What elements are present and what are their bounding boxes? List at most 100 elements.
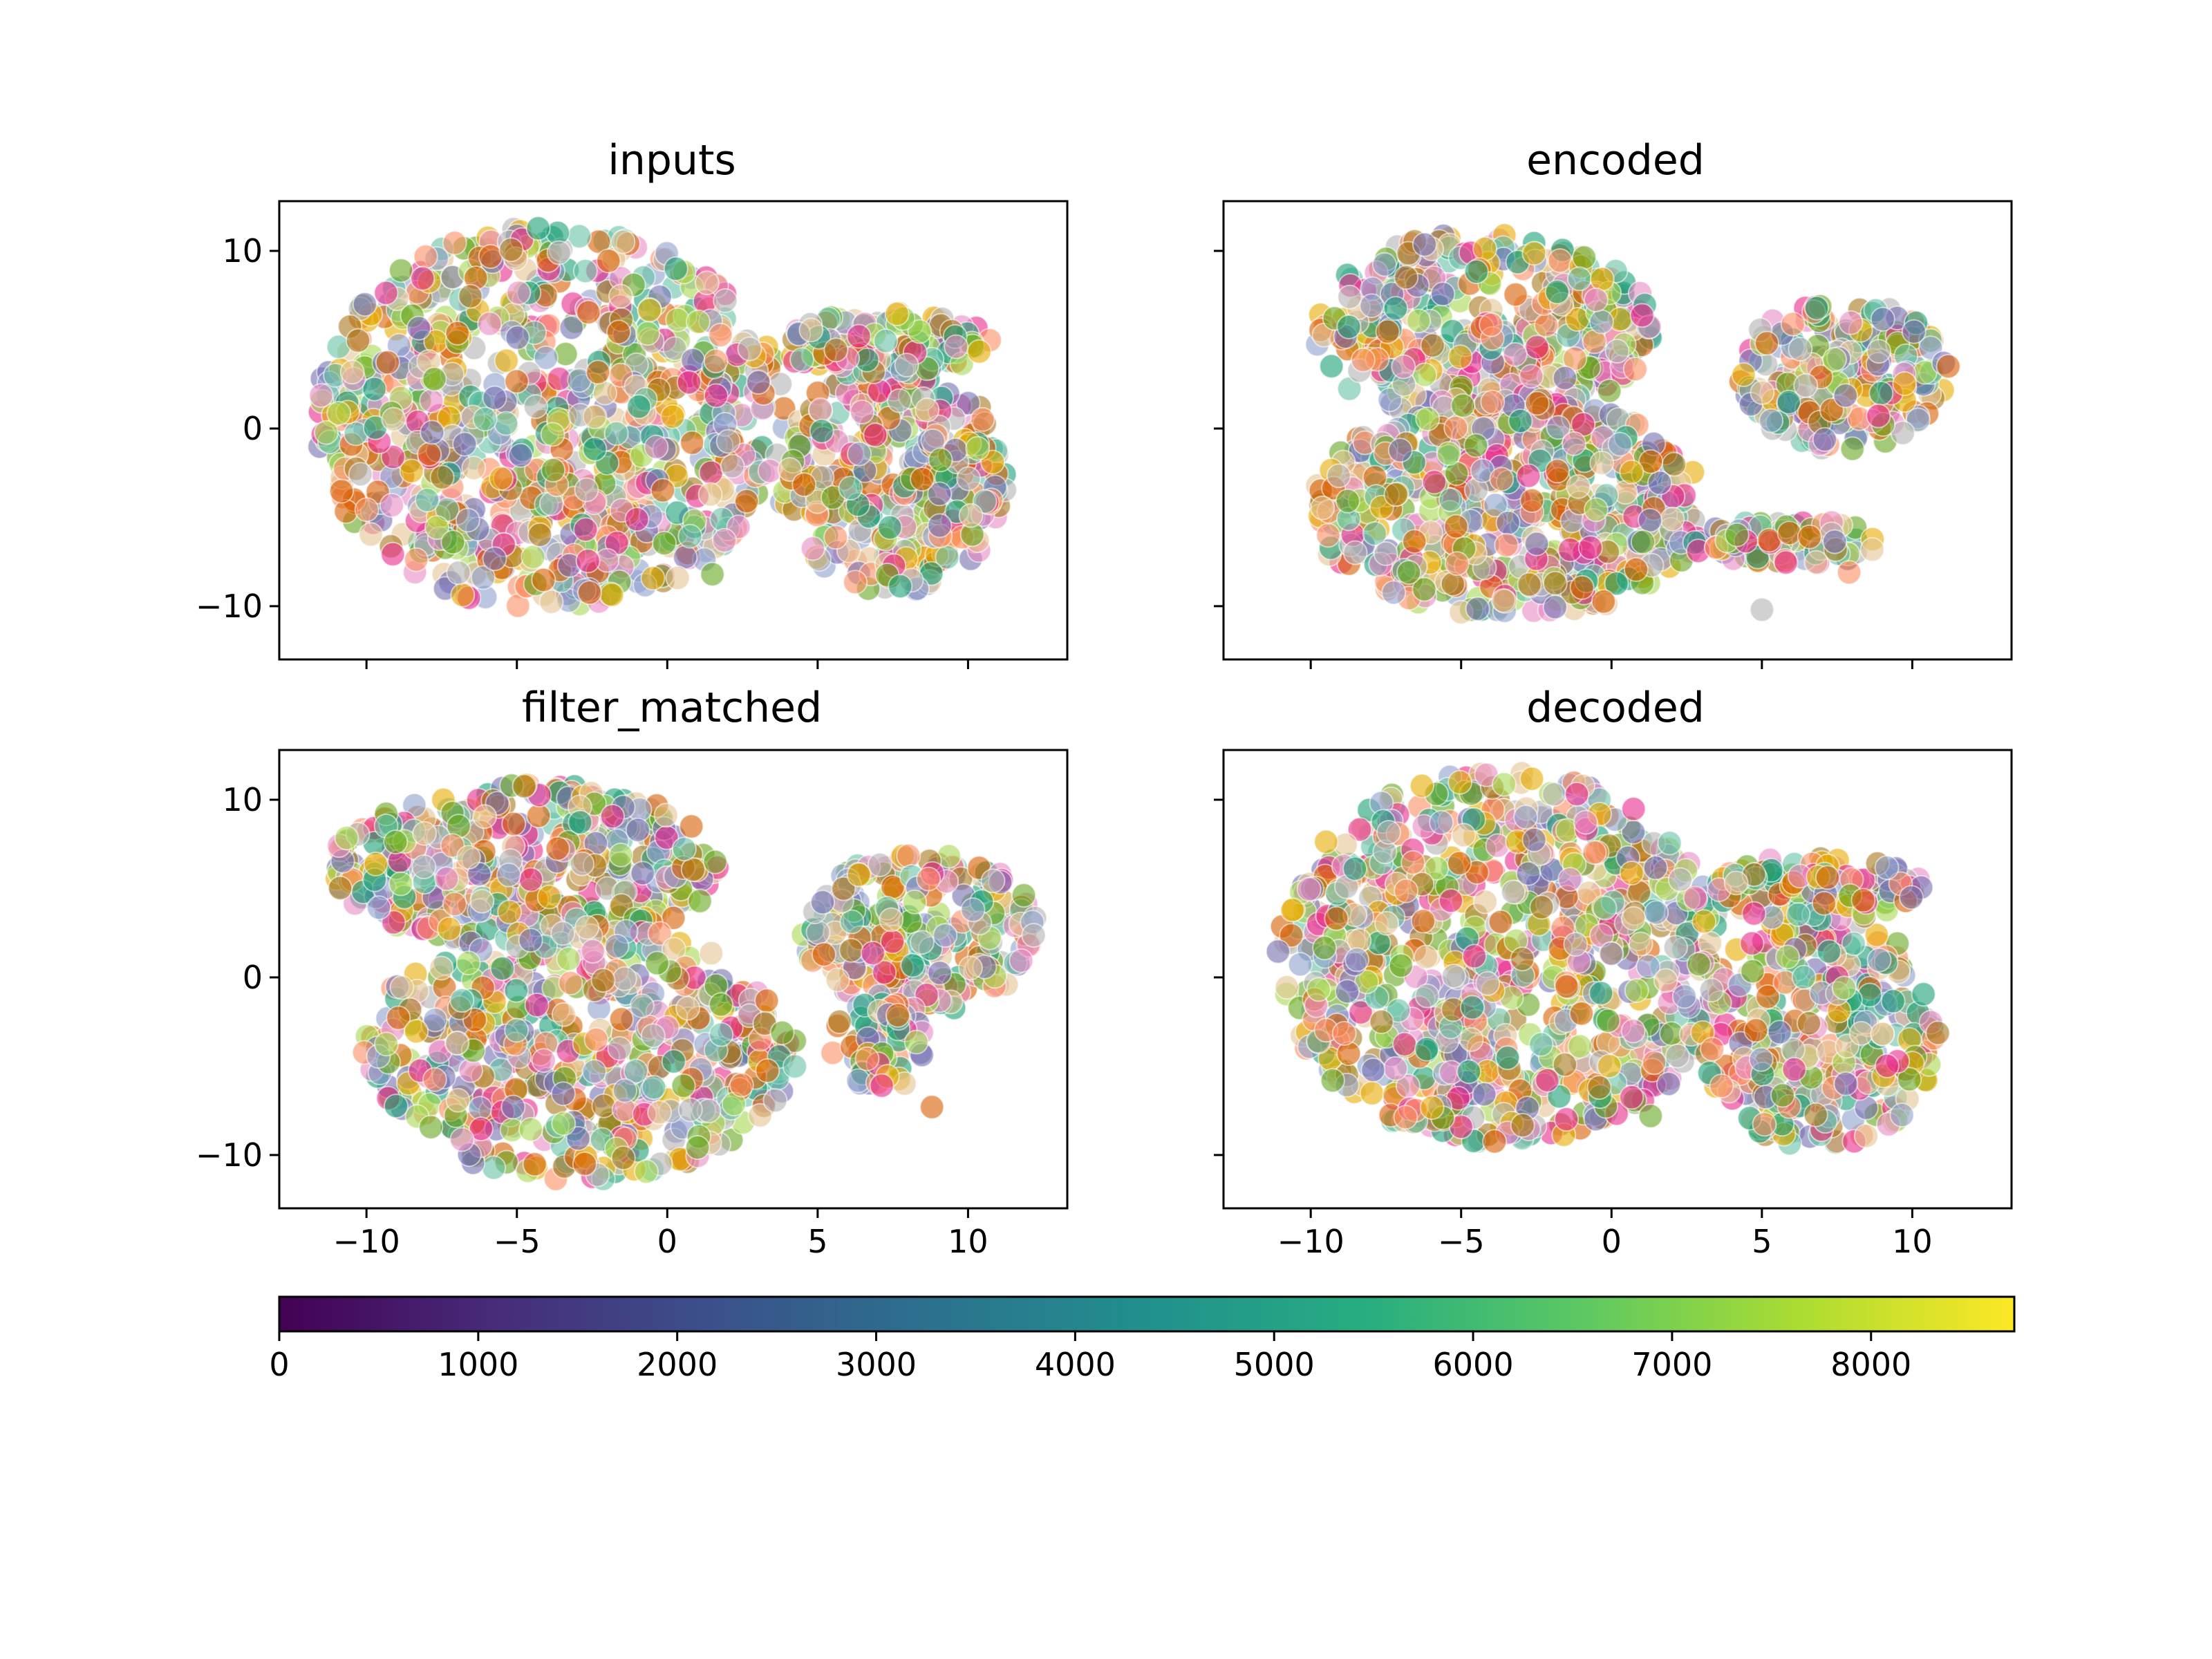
scatter-point (458, 283, 483, 309)
scatter-point (388, 871, 413, 897)
scatter-point (388, 258, 414, 283)
panel-decoded: decoded −10 −5 0 5 10 (1214, 684, 2013, 1260)
scatter-point (1387, 438, 1413, 463)
scatter-point (1335, 488, 1360, 514)
scatter-point (1510, 946, 1535, 972)
scatter-point (518, 1116, 543, 1142)
scatter-point (612, 1078, 638, 1103)
scatter-point (927, 513, 953, 538)
scatter-point (1642, 1050, 1667, 1076)
scatter-point (907, 319, 932, 344)
scatter-point (381, 406, 406, 432)
scatter-point (910, 930, 935, 955)
y-tick-label-inputs: 10 (222, 232, 263, 270)
scatter-point (640, 1023, 666, 1049)
scatter-point (863, 422, 888, 448)
scatter-point (1280, 897, 1305, 923)
scatter-point (1381, 580, 1407, 606)
scatter-point (1568, 1001, 1594, 1027)
scatter-point (1589, 266, 1615, 292)
scatter-point (501, 811, 527, 836)
scatter-point (1562, 431, 1586, 456)
scatter-point (1564, 781, 1590, 807)
scatter-point (662, 336, 688, 362)
scatter-point (1447, 850, 1472, 876)
scatter-point (1638, 449, 1664, 474)
scatter-point (807, 397, 833, 422)
scatter-point (1374, 910, 1399, 936)
scatter-point (1472, 236, 1498, 261)
scatter-point (1383, 296, 1409, 321)
panel-title-filter-matched: filter_matched (522, 684, 822, 732)
scatter-point (661, 1049, 686, 1074)
scatter-point (1491, 771, 1517, 797)
scatter-point (546, 240, 572, 265)
scatter-point (888, 574, 913, 599)
scatter-point (1524, 391, 1550, 416)
scatter-point (1319, 353, 1344, 379)
scatter-point (713, 288, 738, 313)
scatter-point (1660, 506, 1685, 532)
x-tick-label-filter-matched: 10 (948, 1223, 988, 1260)
scatter-point (444, 320, 470, 346)
scatter-point (1534, 312, 1559, 338)
scatter-point (308, 383, 334, 409)
scatter-point (384, 1094, 409, 1119)
scatter-point (1546, 415, 1571, 440)
scatter-point (1547, 248, 1573, 273)
scatter-point (1780, 311, 1806, 337)
scatter-point (1279, 923, 1304, 948)
scatter-point (1440, 571, 1465, 597)
scatter-point (446, 560, 471, 585)
scatter-point (956, 466, 982, 491)
scatter-point (1377, 387, 1403, 413)
scatter-point (1521, 241, 1547, 266)
scatter-point (1288, 952, 1313, 977)
scatter-point (680, 348, 706, 373)
scatter-point (966, 339, 992, 364)
scatter-point (1296, 877, 1322, 902)
scatter-point (869, 1073, 894, 1098)
scatter-point (1438, 888, 1463, 913)
x-tick-label-filter-matched: −10 (333, 1223, 400, 1260)
scatter-point (1415, 406, 1441, 431)
scatter-point (1371, 252, 1397, 277)
scatter-point (1777, 521, 1802, 546)
scatter-point (1804, 295, 1830, 321)
scatter-point (422, 366, 447, 392)
y-tick-label-filter-matched: 0 (243, 959, 263, 996)
scatter-point (1400, 850, 1426, 875)
scatter-point (572, 1151, 597, 1177)
scatter-point (380, 541, 406, 567)
scatter-point (570, 851, 595, 877)
scatter-point (496, 862, 521, 888)
scatter-point (867, 852, 892, 877)
scatter-point (1524, 335, 1550, 360)
scatter-point (1463, 259, 1489, 284)
scatter-point (641, 1075, 666, 1100)
y-tick-label-filter-matched: 10 (222, 781, 263, 818)
scatter-point (489, 956, 515, 981)
scatter-point (606, 319, 632, 345)
scatter-point (1599, 941, 1624, 966)
scatter-point (527, 522, 552, 547)
scatter-point (747, 1103, 773, 1128)
scatter-point (577, 580, 602, 606)
scatter-point (671, 836, 697, 862)
scatter-point (1451, 823, 1477, 848)
scatter-point (825, 967, 850, 993)
scatter-point (1597, 1053, 1622, 1079)
scatter-point (429, 465, 455, 490)
scatter-point (1414, 1036, 1439, 1062)
axes-frame-inputs (278, 200, 1069, 661)
scatter-point (599, 582, 625, 608)
scatter-point (399, 458, 424, 484)
scatter-point (536, 884, 562, 910)
scatter-point (470, 565, 496, 590)
scatter-point (339, 359, 365, 385)
scatter-point (679, 814, 704, 839)
scatter-point (1313, 829, 1339, 854)
scatter-point (429, 955, 454, 981)
